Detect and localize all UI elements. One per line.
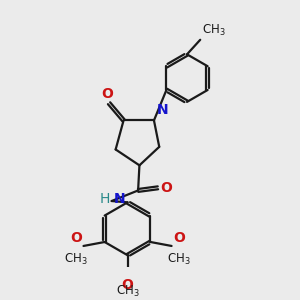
- Text: O: O: [173, 231, 185, 244]
- Text: O: O: [70, 231, 82, 244]
- Text: N: N: [114, 192, 125, 206]
- Text: O: O: [122, 278, 134, 292]
- Text: O: O: [160, 181, 172, 195]
- Text: N: N: [157, 103, 169, 117]
- Text: CH$_3$: CH$_3$: [64, 252, 88, 267]
- Text: CH$_3$: CH$_3$: [167, 252, 191, 267]
- Text: H: H: [99, 192, 110, 206]
- Text: O: O: [101, 87, 113, 100]
- Text: CH$_3$: CH$_3$: [202, 23, 226, 38]
- Text: CH$_3$: CH$_3$: [116, 284, 140, 299]
